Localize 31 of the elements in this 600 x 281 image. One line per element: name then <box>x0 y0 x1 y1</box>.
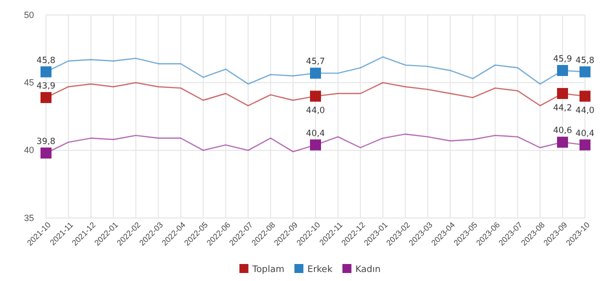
point <box>40 66 52 78</box>
y-tick-label: 40 <box>24 145 34 156</box>
point <box>40 92 52 104</box>
data-label: 40,4 <box>306 128 325 139</box>
y-tick-label: 45 <box>24 78 34 88</box>
data-label: 44,0 <box>306 106 325 116</box>
data-label: 40,6 <box>553 126 572 136</box>
y-tick-label: 35 <box>24 212 34 223</box>
point <box>557 136 568 148</box>
point <box>310 90 321 102</box>
legend-label: Erkek <box>307 265 334 275</box>
y-tick-label: 50 <box>24 10 34 20</box>
data-label: 40,4 <box>576 128 594 139</box>
point <box>310 139 321 150</box>
data-label: 45,8 <box>36 56 56 66</box>
data-label: 45,7 <box>306 57 325 68</box>
data-label: 45,9 <box>553 54 572 64</box>
data-label: 44,0 <box>576 106 594 116</box>
data-label: 39,8 <box>36 137 56 148</box>
point <box>580 66 590 78</box>
point <box>557 88 568 99</box>
legend-label: Kadın <box>355 265 381 275</box>
legend-label: Toplam <box>251 265 284 275</box>
data-label: 44,2 <box>553 103 572 114</box>
point <box>40 148 52 159</box>
point <box>310 68 321 79</box>
data-label: 43,9 <box>36 82 56 92</box>
point <box>580 139 590 150</box>
point <box>580 90 590 102</box>
point <box>557 64 568 76</box>
data-label: 45,8 <box>576 56 594 66</box>
